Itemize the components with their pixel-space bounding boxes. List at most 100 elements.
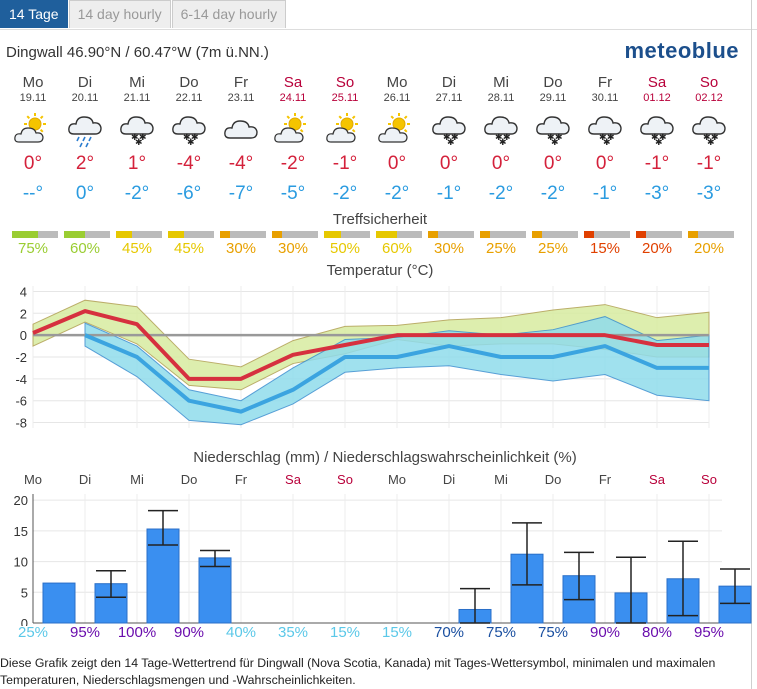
confidence-percent: 30% — [215, 240, 267, 257]
min-temperature: -2° — [371, 183, 423, 205]
confidence-bar — [480, 231, 526, 238]
day-date: 23.11 — [215, 92, 267, 104]
confidence-bar-fill — [584, 231, 594, 238]
day-date: 29.11 — [527, 92, 579, 104]
day-name: So — [319, 74, 371, 91]
day-date: 20.11 — [59, 92, 111, 104]
min-temperature: -3° — [631, 183, 683, 205]
tab-14-day-hourly[interactable]: 14 day hourly — [69, 0, 171, 28]
max-temperature: 0° — [371, 153, 423, 175]
min-temperature: -2° — [111, 183, 163, 205]
precipitation-probability: 15% — [319, 624, 371, 641]
max-temperature: -4° — [215, 153, 267, 175]
day-name: So — [683, 74, 735, 91]
precipitation-probability: 75% — [527, 624, 579, 641]
precip-day-name: Fr — [579, 472, 631, 487]
precip-day-name: Mi — [475, 472, 527, 487]
precip-day-name: Mo — [7, 472, 59, 487]
confidence-percent: 30% — [267, 240, 319, 257]
precip-day-name: Sa — [267, 472, 319, 487]
max-temperature: -1° — [319, 153, 371, 175]
precip-day-name: Sa — [631, 472, 683, 487]
precip-bar — [199, 558, 231, 623]
day-name: Mi — [475, 74, 527, 91]
day-name: Sa — [267, 74, 319, 91]
temp-tick-label: 2 — [20, 306, 27, 321]
precip-day-name: So — [319, 472, 371, 487]
confidence-title: Treffsicherheit — [280, 211, 480, 228]
precip-day-name: Do — [163, 472, 215, 487]
location-header: Dingwall 46.90°N / 60.47°W (7m ü.NN.) — [6, 44, 269, 61]
day-name: Di — [423, 74, 475, 91]
confidence-bar-fill — [324, 231, 341, 238]
confidence-bar-fill — [168, 231, 184, 238]
min-temperature: -2° — [527, 183, 579, 205]
min-temperature: -2° — [475, 183, 527, 205]
day-date: 24.11 — [267, 92, 319, 104]
day-date: 26.11 — [371, 92, 423, 104]
precipitation-probability: 70% — [423, 624, 475, 641]
confidence-percent: 75% — [7, 240, 59, 257]
snow-cloud-icon: ✱ ✱ ✱ — [429, 112, 469, 148]
confidence-percent: 60% — [59, 240, 111, 257]
min-temperature: -1° — [579, 183, 631, 205]
confidence-bar-fill — [636, 231, 646, 238]
tab-bar: 14 Tage 14 day hourly 6-14 day hourly — [0, 0, 287, 29]
confidence-percent: 45% — [111, 240, 163, 257]
temp-tick-label: -6 — [15, 394, 27, 409]
svg-text:✱: ✱ — [187, 138, 195, 148]
day-name: Di — [59, 74, 111, 91]
temperature-chart: 420-2-4-6-8 — [0, 280, 757, 435]
confidence-bar — [168, 231, 214, 238]
confidence-percent: 20% — [631, 240, 683, 257]
min-temperature: -1° — [423, 183, 475, 205]
precip-day-name: Di — [423, 472, 475, 487]
cloud-icon — [221, 112, 261, 148]
precip-day-name: Do — [527, 472, 579, 487]
tab-6-14-day-hourly[interactable]: 6-14 day hourly — [172, 0, 287, 28]
min-temperature: -6° — [163, 183, 215, 205]
confidence-bar-fill — [272, 231, 282, 238]
confidence-bar — [428, 231, 474, 238]
day-name: Sa — [631, 74, 683, 91]
day-date: 22.11 — [163, 92, 215, 104]
max-temperature: 2° — [59, 153, 111, 175]
confidence-percent: 25% — [527, 240, 579, 257]
max-temperature: 0° — [7, 153, 59, 175]
day-date: 27.11 — [423, 92, 475, 104]
confidence-bar-fill — [12, 231, 38, 238]
precip-day-name: Fr — [215, 472, 267, 487]
snow-cloud-icon: ✱ ✱ ✱ — [169, 112, 209, 148]
snow-cloud-icon: ✱ ✱ ✱ — [585, 112, 625, 148]
temp-tick-label: -2 — [15, 350, 27, 365]
precip-tick-label: 20 — [14, 493, 28, 508]
meteoblue-logo[interactable]: meteoblue — [624, 38, 739, 64]
confidence-percent: 15% — [579, 240, 631, 257]
confidence-percent: 45% — [163, 240, 215, 257]
precipitation-probability: 80% — [631, 624, 683, 641]
tab-14-tage[interactable]: 14 Tage — [0, 0, 68, 28]
max-temperature: 0° — [475, 153, 527, 175]
precipitation-probability: 15% — [371, 624, 423, 641]
svg-text:✱: ✱ — [655, 138, 663, 148]
confidence-bar — [584, 231, 630, 238]
precipitation-probability: 90% — [163, 624, 215, 641]
snow-cloud-icon: ✱ ✱ ✱ — [117, 112, 157, 148]
confidence-percent: 20% — [683, 240, 735, 257]
confidence-bar-fill — [376, 231, 397, 238]
confidence-bar — [376, 231, 422, 238]
confidence-bar-fill — [64, 231, 85, 238]
snow-cloud-icon: ✱ ✱ ✱ — [481, 112, 521, 148]
chart-description: Diese Grafik zeigt den 14 Tage-Wettertre… — [0, 655, 757, 689]
day-name: Mo — [7, 74, 59, 91]
confidence-bar-fill — [480, 231, 490, 238]
svg-text:✱: ✱ — [447, 138, 455, 148]
confidence-bar — [64, 231, 110, 238]
confidence-bar — [324, 231, 370, 238]
min-temperature: -3° — [683, 183, 735, 205]
rain-cloud-icon — [65, 112, 105, 148]
precipitation-probability: 95% — [59, 624, 111, 641]
temp-tick-label: -8 — [15, 416, 27, 431]
svg-text:✱: ✱ — [603, 138, 611, 148]
confidence-bar — [688, 231, 734, 238]
